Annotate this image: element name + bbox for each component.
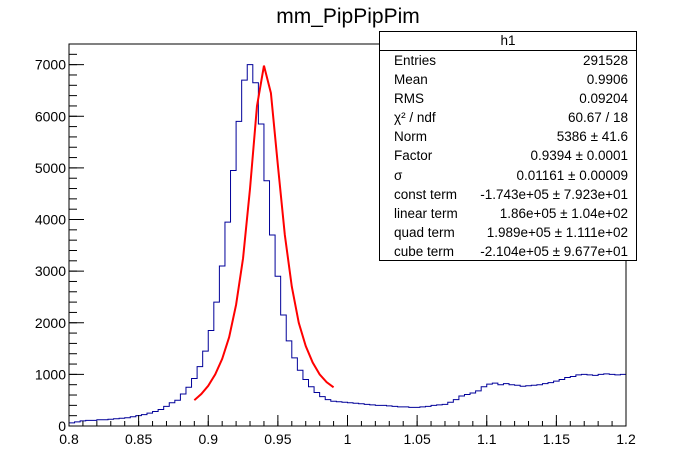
stats-rows: Entries 291528 Mean 0.9906 RMS 0.09204 χ² / nd… (380, 51, 636, 261)
y-tick-label: 4000 (35, 212, 66, 228)
stats-value: 5386 ± 41.6 (556, 129, 628, 145)
stats-label: χ² / ndf (394, 110, 436, 126)
stats-box: h1 Entries 291528 Mean 0.9906 RMS 0.09204 χ² /… (379, 31, 637, 261)
stats-value: 0.01161 ± 0.00009 (516, 167, 628, 183)
histogram-layer (69, 64, 626, 424)
stats-label: linear term (394, 205, 458, 221)
y-tick-label: 6000 (35, 108, 66, 124)
stats-row: Entries 291528 (380, 51, 636, 70)
y-tick-label: 0 (58, 418, 66, 434)
stats-value: 0.9394 ± 0.0001 (530, 148, 629, 164)
x-tick-label: 1.2 (616, 431, 636, 447)
y-tick-label: 5000 (35, 160, 66, 176)
stats-row: const term -1.743e+05 ± 7.923e+01 (380, 185, 636, 204)
fit-layer (193, 65, 335, 401)
stats-row: quad term 1.989e+05 ± 1.111e+02 (380, 223, 636, 242)
stats-label: Mean (394, 72, 428, 88)
stats-value: 0.9906 (586, 72, 628, 88)
stats-label: Entries (394, 53, 437, 68)
y-tick-label: 3000 (35, 263, 66, 279)
x-tick-label: 1.15 (543, 431, 570, 447)
x-tick-label: 1.1 (477, 431, 497, 447)
stats-value: -1.743e+05 ± 7.923e+01 (480, 186, 628, 202)
histogram-series (69, 64, 626, 424)
x-tick-label: 0.85 (125, 431, 152, 447)
axis-layer: 0.8 0.85 0.9 0.95 1 1.05 1.1 1.15 1.2 0 1000 2000 30… (35, 43, 636, 447)
x-tick-label: 0.9 (199, 431, 219, 447)
stats-title: h1 (380, 32, 636, 51)
y-tick-label: 1000 (35, 366, 66, 382)
stats-value: 291528 (582, 53, 628, 68)
stats-value: 1.989e+05 ± 1.111e+02 (486, 224, 628, 240)
stats-row: cube term -2.104e+05 ± 9.677e+01 (380, 242, 636, 261)
x-tick-label: 1 (344, 431, 352, 447)
stats-label: RMS (394, 91, 424, 107)
stats-row: Mean 0.9906 (380, 70, 636, 89)
stats-row: Factor 0.9394 ± 0.0001 (380, 146, 636, 165)
stats-label: Norm (394, 129, 427, 145)
stats-label: const term (394, 186, 458, 202)
y-tick-label: 7000 (35, 57, 66, 73)
stats-label: Factor (394, 148, 433, 164)
stats-row: linear term 1.86e+05 ± 1.04e+02 (380, 204, 636, 223)
stats-value: 1.86e+05 ± 1.04e+02 (499, 205, 628, 221)
stats-row: Norm 5386 ± 41.6 (380, 127, 636, 146)
y-tick-label: 2000 (35, 315, 66, 331)
stats-value: 0.09204 (579, 91, 628, 107)
stats-value: 60.67 / 18 (567, 110, 628, 126)
stats-value: -2.104e+05 ± 9.677e+01 (480, 243, 628, 259)
stats-label: cube term (394, 243, 455, 259)
x-tick-label: 0.8 (59, 431, 79, 447)
chart-title: mm_PipPipPim (276, 5, 420, 28)
stats-label: σ (394, 167, 403, 183)
x-tick-label: 1.05 (404, 431, 431, 447)
stats-row: RMS 0.09204 (380, 89, 636, 108)
stats-row: χ² / ndf 60.67 / 18 (380, 108, 636, 127)
fit-curve (193, 65, 335, 401)
stats-label: quad term (394, 224, 455, 240)
x-tick-label: 0.95 (264, 431, 291, 447)
stats-row: σ 0.01161 ± 0.00009 (380, 166, 636, 185)
